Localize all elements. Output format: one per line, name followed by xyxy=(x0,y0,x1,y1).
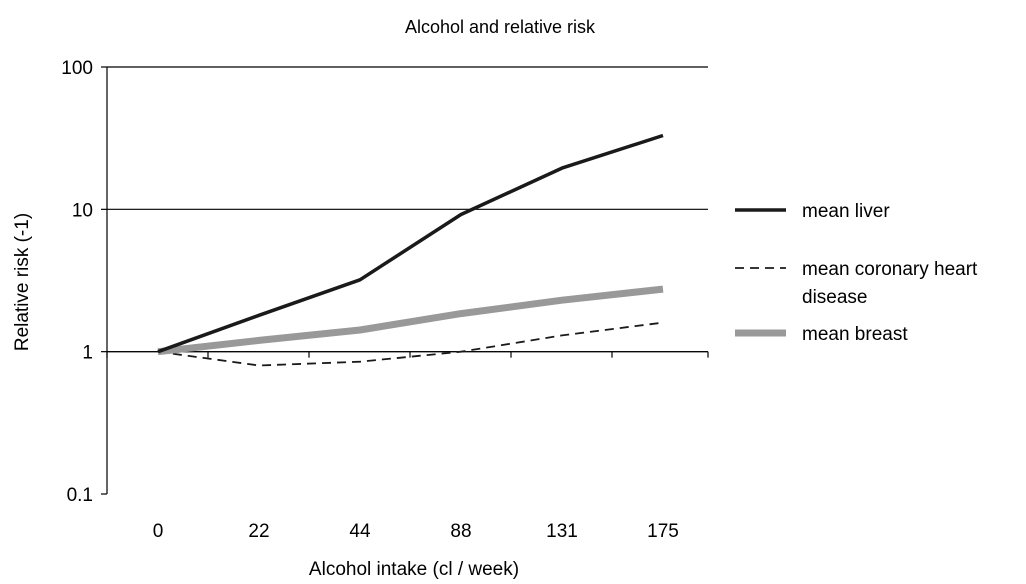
series-line-mean-liver xyxy=(157,133,664,354)
y-tick-label: 100 xyxy=(61,58,93,79)
y-tick-label: 1 xyxy=(82,343,93,364)
x-tick-label: 0 xyxy=(153,521,164,542)
legend-label: mean liver xyxy=(802,201,890,222)
chart-title: Alcohol and relative risk xyxy=(405,17,596,37)
legend: mean liver mean coronary heart disease mean… xyxy=(735,201,978,345)
gridlines xyxy=(107,66,708,353)
x-tick-label: 88 xyxy=(450,521,471,542)
legend-label: disease xyxy=(802,287,868,308)
x-tick-label: 22 xyxy=(248,521,269,542)
y-axis-title: Relative risk (-1) xyxy=(12,213,33,351)
x-tick-label: 44 xyxy=(349,521,371,542)
legend-label: mean breast xyxy=(802,324,908,345)
y-tick-label: 10 xyxy=(72,200,93,221)
series-line-mean-coronary-heart-disease xyxy=(157,321,664,367)
series-lines xyxy=(157,133,664,367)
x-axis-title: Alcohol intake (cl / week) xyxy=(309,559,519,579)
x-tick-label: 175 xyxy=(647,521,679,542)
tick-labels: 100 10 1 0.1 0 22 44 88 131 175 xyxy=(61,58,679,542)
x-tick-label: 131 xyxy=(546,521,578,542)
axes xyxy=(101,66,709,495)
series-line-mean-breast xyxy=(157,285,664,356)
legend-label: mean coronary heart xyxy=(802,259,978,280)
y-tick-label: 0.1 xyxy=(67,485,93,506)
